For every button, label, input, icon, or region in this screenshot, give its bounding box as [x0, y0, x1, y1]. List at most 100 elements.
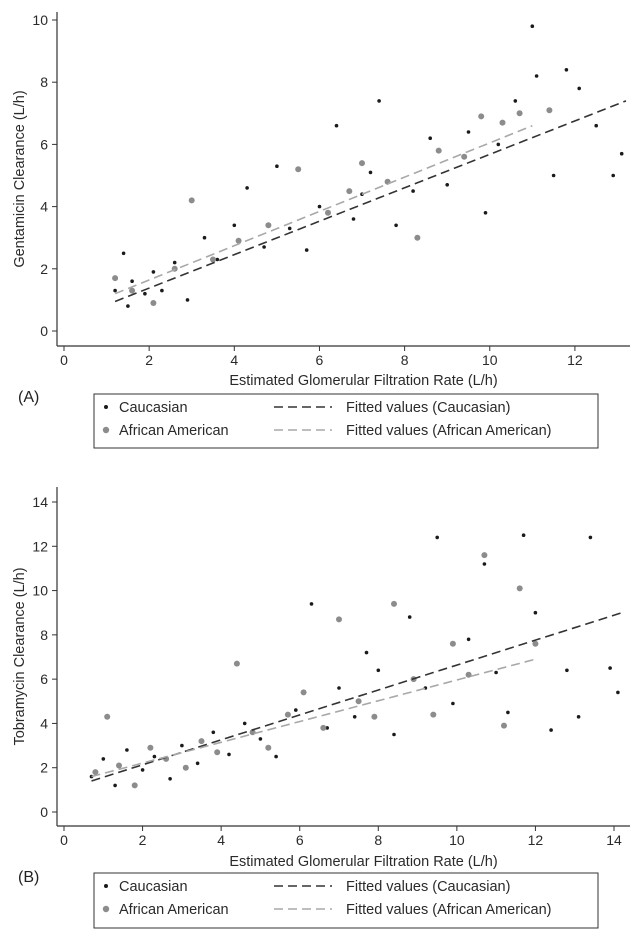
point-african-american: [210, 256, 216, 263]
fit-line-caucasian: [91, 611, 623, 782]
point-african-american: [336, 616, 342, 623]
y-axis-label: Tobramycin Clearance (L/h): [12, 567, 28, 745]
y-tick-label: 14: [32, 494, 48, 510]
point-african-american: [414, 234, 421, 241]
point-african-american: [501, 722, 507, 729]
point-caucasian: [534, 74, 539, 78]
point-caucasian: [294, 708, 298, 712]
point-caucasian: [227, 752, 231, 757]
point-african-american: [461, 153, 468, 160]
x-tick-label: 12: [567, 352, 583, 368]
point-african-american: [449, 640, 456, 647]
x-tick-label: 12: [528, 832, 544, 848]
x-tick-label: 4: [217, 832, 225, 848]
point-african-american: [516, 110, 523, 117]
point-caucasian: [551, 173, 556, 178]
x-tick-label: 0: [60, 352, 68, 368]
point-caucasian: [258, 737, 263, 741]
point-caucasian: [121, 251, 126, 256]
point-african-american: [371, 713, 378, 720]
y-tick-label: 10: [32, 583, 48, 599]
legend-marker-african-american: [102, 426, 110, 434]
x-tick-label: 8: [374, 832, 382, 848]
point-caucasian: [202, 235, 207, 240]
x-tick-label: 6: [296, 832, 304, 848]
point-caucasian: [428, 136, 433, 140]
point-caucasian: [594, 123, 598, 128]
point-african-american: [182, 764, 189, 771]
point-caucasian: [549, 728, 553, 732]
point-caucasian: [168, 777, 172, 781]
point-african-american: [359, 160, 365, 167]
x-tick-label: 0: [60, 832, 68, 848]
point-caucasian: [242, 721, 247, 726]
point-african-american: [355, 698, 362, 705]
point-african-american: [481, 552, 488, 559]
point-caucasian: [521, 533, 526, 537]
point-caucasian: [411, 189, 415, 193]
point-caucasian: [160, 288, 164, 293]
point-caucasian: [152, 754, 157, 759]
point-caucasian: [274, 754, 278, 759]
legend-item-african-american: African American: [119, 902, 229, 918]
y-tick-label: 4: [40, 715, 48, 731]
legend-item-caucasian: Caucasian: [119, 879, 188, 895]
point-caucasian: [304, 248, 309, 252]
point-caucasian: [309, 602, 314, 606]
x-tick-label: 4: [230, 352, 238, 368]
point-caucasian: [619, 151, 624, 156]
x-tick-label: 8: [401, 352, 409, 368]
point-african-american: [391, 600, 397, 607]
point-caucasian: [195, 761, 200, 766]
point-african-american: [214, 749, 221, 756]
point-african-american: [129, 287, 136, 294]
point-caucasian: [215, 257, 220, 262]
point-caucasian: [185, 298, 190, 302]
point-african-american: [435, 147, 442, 154]
legend-item-fit-caucasian: Fitted values (Caucasian): [346, 400, 510, 416]
y-tick-label: 0: [40, 323, 48, 339]
y-axis-label: Gentamicin Clearance (L/h): [12, 90, 28, 267]
y-tick-label: 12: [32, 538, 48, 554]
x-tick-label: 10: [449, 832, 465, 848]
point-caucasian: [143, 291, 147, 296]
point-caucasian: [352, 715, 357, 719]
point-caucasian: [364, 650, 369, 655]
legend-item-fit-african-american: Fitted values (African American): [346, 902, 552, 918]
point-caucasian: [232, 223, 237, 228]
legend-marker-caucasian: [104, 884, 108, 888]
point-african-american: [325, 209, 331, 216]
point-caucasian: [616, 690, 620, 695]
point-caucasian: [287, 226, 292, 231]
point-caucasian: [262, 245, 266, 249]
point-african-american: [499, 119, 506, 126]
point-african-american: [147, 744, 154, 751]
point-african-american: [516, 585, 523, 592]
point-caucasian: [140, 768, 145, 772]
point-caucasian: [513, 99, 518, 103]
point-caucasian: [576, 715, 581, 719]
legend-item-african-american: African American: [119, 423, 229, 439]
point-african-american: [116, 762, 122, 769]
point-caucasian: [588, 535, 593, 540]
point-caucasian: [180, 743, 184, 748]
y-tick-label: 2: [40, 261, 48, 277]
y-tick-label: 8: [40, 74, 48, 90]
point-caucasian: [376, 668, 381, 673]
point-caucasian: [245, 186, 249, 190]
point-caucasian: [275, 164, 279, 168]
point-african-american: [265, 744, 272, 751]
panel-label: (B): [18, 869, 39, 886]
point-african-american: [92, 769, 99, 776]
point-african-american: [546, 107, 553, 114]
point-caucasian: [530, 24, 535, 29]
point-african-american: [430, 711, 437, 718]
point-caucasian: [611, 173, 615, 178]
y-tick-label: 6: [40, 671, 48, 687]
x-tick-label: 2: [145, 352, 153, 368]
y-tick-label: 6: [40, 136, 48, 152]
point-caucasian: [451, 701, 455, 706]
point-african-american: [233, 660, 240, 667]
